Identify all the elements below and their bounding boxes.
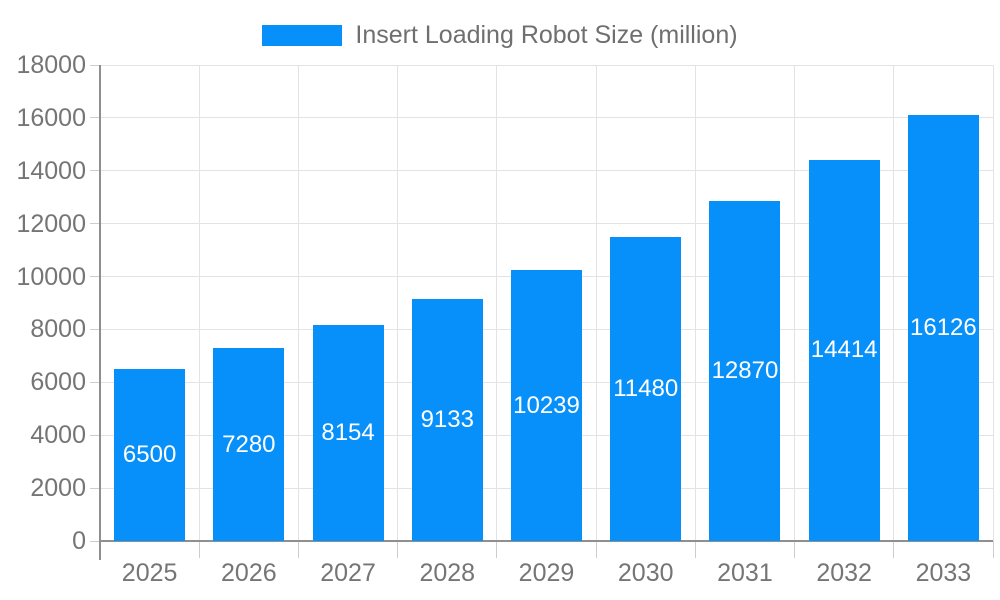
x-axis-tick (992, 541, 994, 558)
y-axis-tick (90, 487, 100, 489)
v-gridline (794, 65, 796, 541)
y-axis-tick (90, 540, 100, 542)
y-axis-tick (90, 434, 100, 436)
x-axis-tick (496, 541, 498, 558)
v-gridline (496, 65, 498, 541)
y-axis-label: 10000 (16, 262, 86, 291)
x-axis-label: 2029 (518, 559, 575, 587)
x-axis-tick (694, 541, 696, 558)
y-axis-tick (90, 276, 100, 278)
bar-value-label: 10239 (513, 391, 580, 419)
y-axis-tick (90, 64, 100, 66)
bar-2027: 8154 (312, 325, 384, 541)
bar-value-label: 16126 (910, 313, 977, 341)
y-axis-label: 2000 (30, 474, 86, 503)
v-gridline (694, 65, 696, 541)
x-axis-label: 2030 (617, 559, 674, 587)
x-axis-tick (397, 541, 399, 558)
v-gridline (595, 65, 597, 541)
y-axis-label: 12000 (16, 209, 86, 238)
v-gridline (893, 65, 895, 541)
legend-swatch (262, 25, 343, 46)
y-axis-label: 14000 (16, 156, 86, 185)
bar-value-label: 9133 (420, 406, 474, 434)
bar-2033: 16126 (907, 114, 979, 541)
y-axis-tick (90, 223, 100, 225)
legend-label: Insert Loading Robot Size (million) (355, 21, 738, 49)
h-gridline (100, 64, 993, 66)
x-axis-tick (297, 541, 299, 558)
bar-2030: 11480 (610, 237, 682, 541)
x-axis-tick (198, 541, 200, 558)
y-axis-tick (90, 328, 100, 330)
x-axis-label: 2028 (419, 559, 476, 587)
x-axis-label: 2033 (915, 559, 972, 587)
bar-value-label: 11480 (613, 375, 679, 403)
x-axis-label: 2025 (121, 559, 178, 587)
y-axis-tick (90, 170, 100, 172)
x-axis-label: 2027 (320, 559, 376, 587)
bar-value-label: 6500 (122, 441, 177, 469)
y-axis-tick (90, 117, 100, 119)
bar-2029: 10239 (511, 270, 582, 541)
y-axis-label: 18000 (16, 51, 86, 79)
bar-value-label: 8154 (321, 419, 375, 447)
y-axis-line (99, 65, 101, 560)
bar-value-label: 7280 (222, 430, 276, 458)
bar-value-label: 12870 (711, 356, 779, 384)
v-gridline (198, 65, 200, 541)
legend-item[interactable]: Insert Loading Robot Size (million) (0, 21, 1000, 50)
x-axis-tick (893, 541, 895, 558)
bar-value-label: 14414 (810, 336, 878, 364)
h-gridline (100, 170, 993, 172)
y-axis-label: 8000 (30, 315, 86, 344)
h-gridline (100, 223, 993, 225)
x-axis-line (100, 540, 993, 542)
x-axis-tick (794, 541, 796, 558)
v-gridline (397, 65, 399, 541)
bar-2025: 6500 (114, 369, 186, 541)
y-axis-label: 4000 (30, 421, 86, 450)
x-axis-label: 2031 (717, 559, 773, 587)
y-axis-label: 0 (72, 527, 86, 555)
h-gridline (100, 117, 993, 119)
x-axis-label: 2026 (221, 559, 277, 587)
x-axis-tick (595, 541, 597, 558)
v-gridline (992, 65, 994, 541)
y-axis-label: 6000 (30, 368, 86, 397)
bar-2028: 9133 (411, 299, 483, 541)
v-gridline (297, 65, 299, 541)
y-axis-label: 16000 (16, 103, 86, 132)
bar-2026: 7280 (213, 348, 285, 541)
bar-2032: 14414 (808, 159, 880, 541)
x-axis-label: 2032 (816, 559, 872, 587)
bar-2031: 12870 (709, 200, 781, 541)
y-axis-tick (90, 381, 100, 383)
